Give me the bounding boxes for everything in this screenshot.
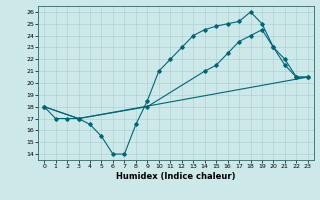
X-axis label: Humidex (Indice chaleur): Humidex (Indice chaleur) bbox=[116, 172, 236, 181]
